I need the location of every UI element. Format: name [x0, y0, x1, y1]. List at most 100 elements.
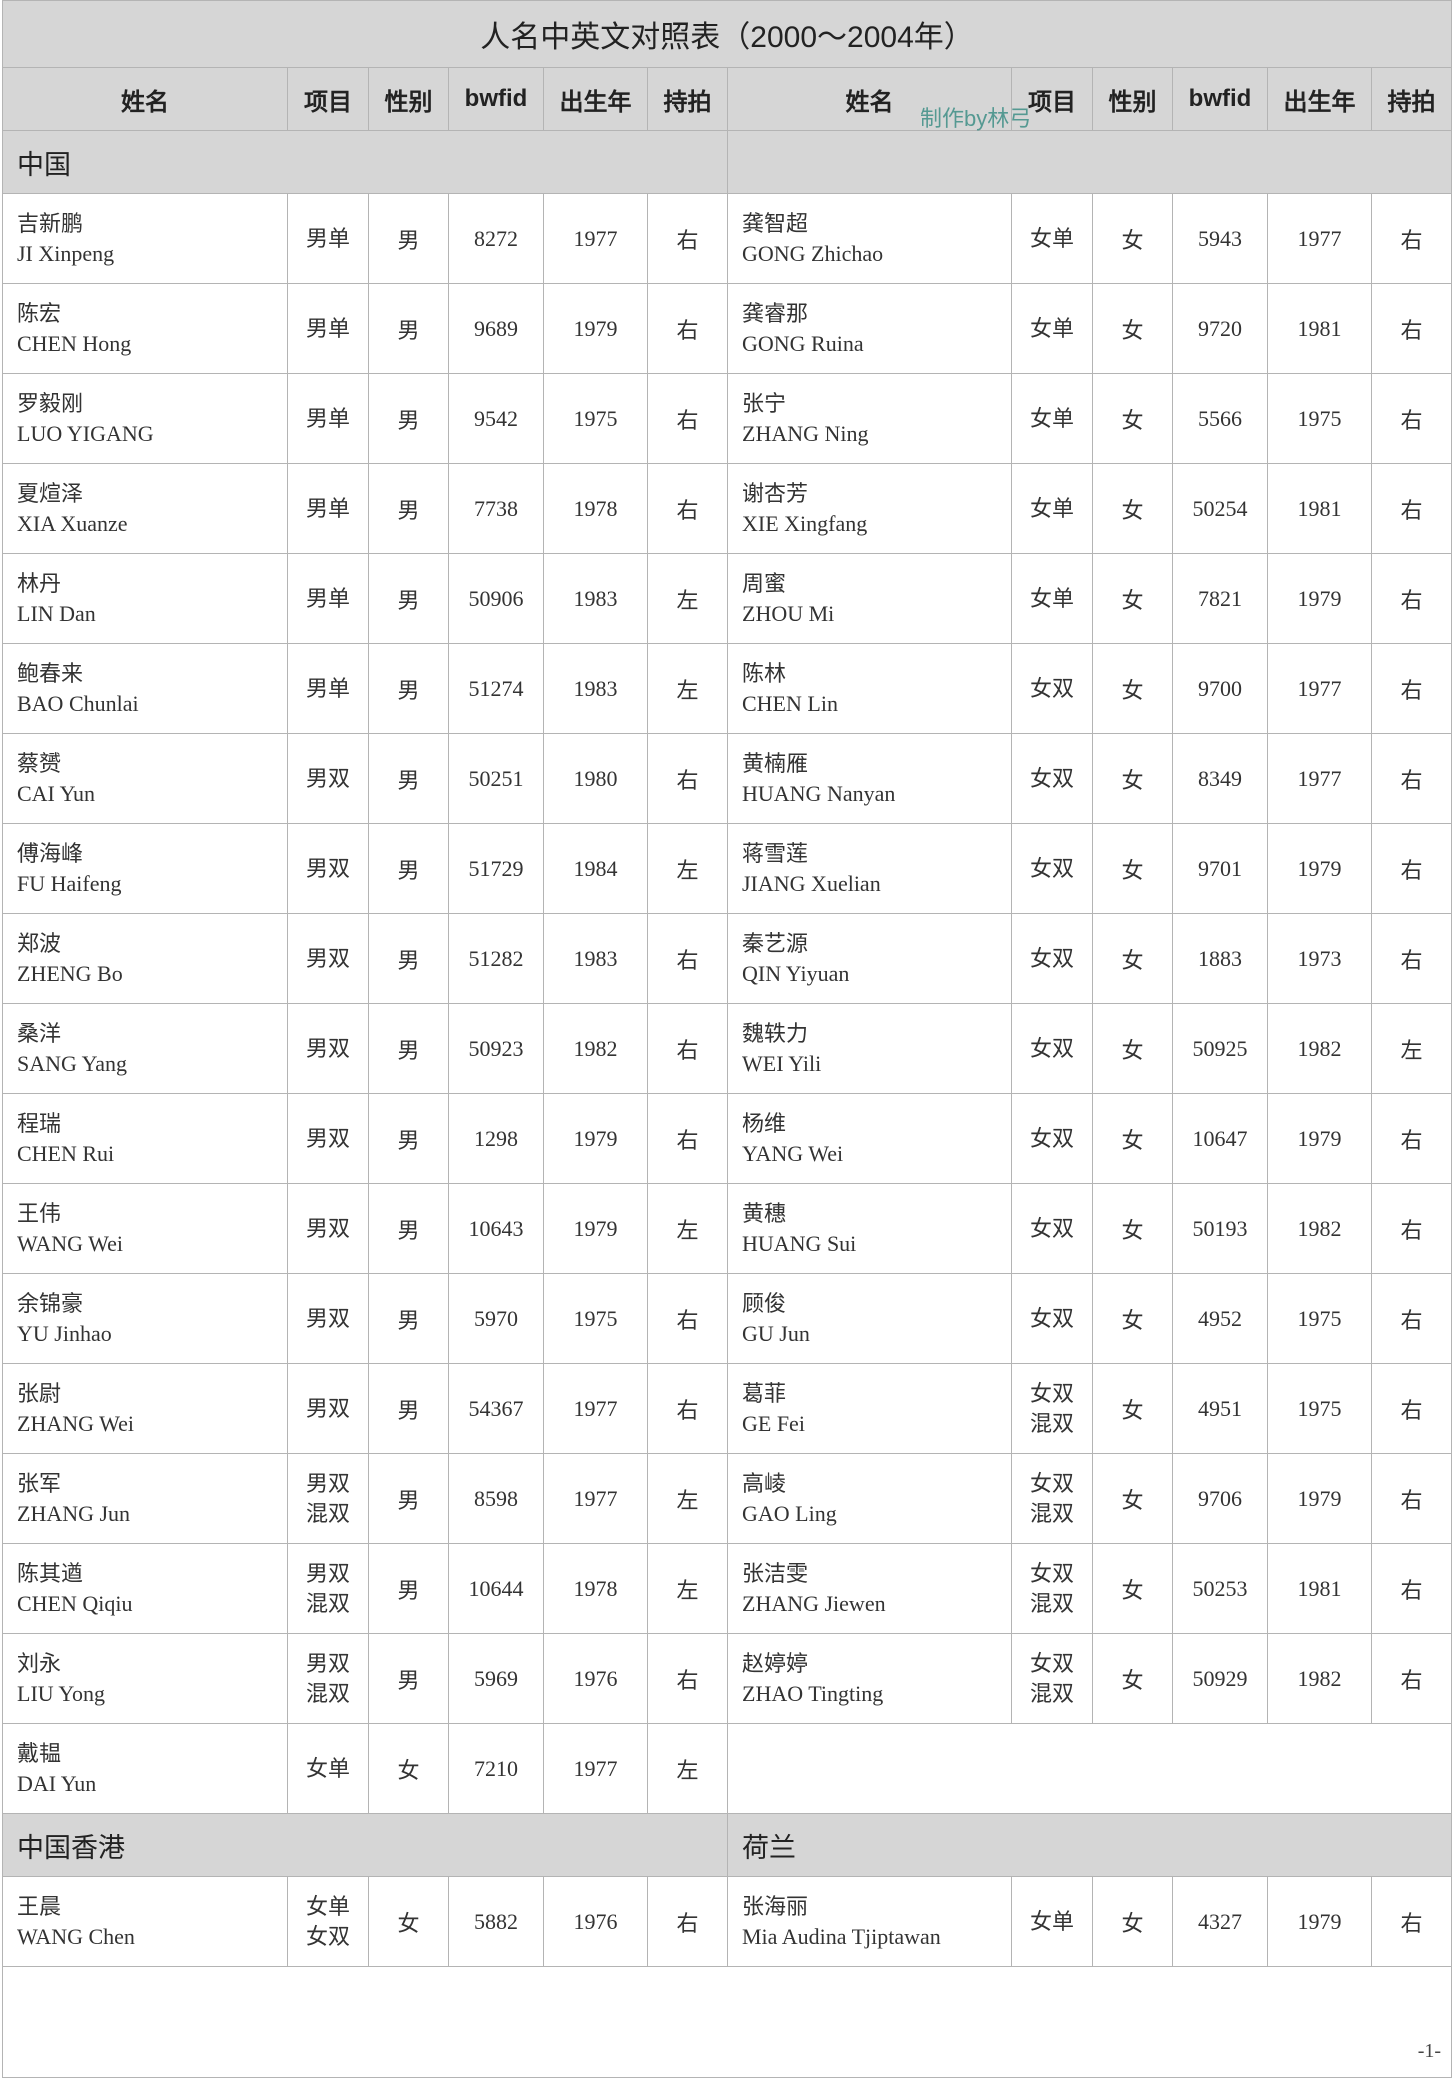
right-event-cell: 女双	[1011, 1273, 1093, 1364]
left-bwfid-cell: 7738	[448, 463, 544, 554]
left-gender-header: 性别	[368, 67, 449, 131]
left-event-cell: 男双	[287, 823, 369, 914]
left-hand-cell: 右	[647, 913, 728, 1004]
right-event-cell: 女单	[1011, 1876, 1093, 1967]
left-birth-year-cell: 1979	[543, 1183, 648, 1274]
left-birth-year-cell: 1977	[543, 193, 648, 284]
left-event-label: 男双	[305, 1560, 350, 1586]
left-event-cell: 男双	[287, 1003, 369, 1094]
left-player-name-cell: 鲍春来 BAO Chunlai	[2, 643, 288, 734]
right-hand-cell: 右	[1370, 913, 1453, 1004]
right-player-name-en: ZHANG Ning	[742, 420, 869, 446]
left-gender-cell: 女	[368, 1876, 449, 1967]
right-gender-cell: 女	[1092, 733, 1173, 824]
left-player-name-en: SANG Yang	[17, 1050, 128, 1076]
left-birth-year-cell: 1977	[543, 1453, 648, 1544]
left-event-cell: 男单	[287, 463, 369, 554]
right-event-label: 女双	[1029, 945, 1074, 971]
right-hand-cell: 右	[1370, 1453, 1453, 1544]
section-row: 中国	[2, 130, 1453, 194]
section-label-left: 中国香港	[2, 1813, 728, 1877]
left-hand-header: 持拍	[647, 67, 728, 131]
right-hand-cell: 右	[1370, 463, 1453, 554]
left-player-name-en: BAO Chunlai	[17, 690, 139, 716]
right-hand-cell: 右	[1370, 1183, 1453, 1274]
left-event-label: 男单	[305, 315, 350, 341]
right-player-name-zh: 蒋雪莲	[742, 840, 809, 866]
right-gender-cell: 女	[1092, 1876, 1173, 1967]
right-player-name-en: GE Fei	[742, 1410, 805, 1436]
left-player-name-cell: 余锦豪 YU Jinhao	[2, 1273, 288, 1364]
table-row: 王晨 WANG Chen 女单 女双女 5882 1976 右张海丽 Mia Audina T…	[2, 1876, 1453, 1967]
left-player-name-cell: 桑洋 SANG Yang	[2, 1003, 288, 1094]
left-bwfid-cell: 9689	[448, 283, 544, 374]
left-hand-cell: 左	[647, 823, 728, 914]
right-player-name-en: GONG Zhichao	[742, 240, 884, 266]
right-gender-header: 性别	[1092, 67, 1173, 131]
right-gender-cell: 女	[1092, 1183, 1173, 1274]
right-birth-year-cell: 1981	[1267, 283, 1372, 374]
left-player-name-zh: 蔡赟	[17, 750, 62, 776]
left-player-name-zh: 戴韫	[17, 1740, 62, 1766]
right-birth-year-header: 出生年	[1267, 67, 1372, 131]
left-gender-cell: 男	[368, 1183, 449, 1274]
left-event-cell: 女单	[287, 1723, 369, 1814]
right-hand-cell: 右	[1370, 1093, 1453, 1184]
right-bwfid-cell: 4952	[1172, 1273, 1268, 1364]
left-birth-year-cell: 1983	[543, 553, 648, 644]
right-event-label: 女双	[1029, 1380, 1074, 1406]
right-player-name-cell: 蒋雪莲 JIANG Xuelian	[727, 823, 1012, 914]
table-row: 夏煊泽 XIA Xuanze 男单男 7738 1978 右谢杏芳 XIE Xingfang…	[2, 463, 1453, 554]
right-bwfid-cell: 50254	[1172, 463, 1268, 554]
left-player-name-en: ZHANG Wei	[17, 1410, 134, 1436]
right-bwfid-cell: 9700	[1172, 643, 1268, 734]
right-bwfid-cell: 4951	[1172, 1363, 1268, 1454]
right-gender-cell: 女	[1092, 1003, 1173, 1094]
left-hand-cell: 右	[647, 283, 728, 374]
left-bwfid-header: bwfid	[448, 67, 544, 131]
left-player-name-cell: 陈宏 CHEN Hong	[2, 283, 288, 374]
left-gender-cell: 男	[368, 463, 449, 554]
right-gender-cell: 女	[1092, 1543, 1173, 1634]
right-player-name-en: WEI Yili	[742, 1050, 822, 1076]
right-player-name-cell: 黄楠雁 HUANG Nanyan	[727, 733, 1012, 824]
left-event-label: 混双	[305, 1680, 350, 1706]
left-bwfid-cell: 50251	[448, 733, 544, 824]
right-player-name-en: ZHANG Jiewen	[742, 1590, 886, 1616]
right-player-name-cell: 魏轶力 WEI Yili	[727, 1003, 1012, 1094]
right-player-name-cell: 龚睿那 GONG Ruina	[727, 283, 1012, 374]
left-bwfid-cell: 50906	[448, 553, 544, 644]
left-event-cell: 男双	[287, 1093, 369, 1184]
left-bwfid-cell: 1298	[448, 1093, 544, 1184]
left-hand-cell: 右	[647, 1003, 728, 1094]
right-event-label: 女单	[1029, 585, 1074, 611]
left-birth-year-cell: 1978	[543, 463, 648, 554]
right-player-name-cell: 黄穗 HUANG Sui	[727, 1183, 1012, 1274]
right-event-cell: 女双 混双	[1011, 1363, 1093, 1454]
right-event-label: 混双	[1029, 1590, 1074, 1616]
left-gender-cell: 男	[368, 1363, 449, 1454]
right-event-label: 女单	[1029, 495, 1074, 521]
left-birth-year-cell: 1977	[543, 1363, 648, 1454]
right-hand-cell: 右	[1370, 553, 1453, 644]
left-event-cell: 男双	[287, 1363, 369, 1454]
right-gender-cell: 女	[1092, 1633, 1173, 1724]
left-player-name-en: JI Xinpeng	[17, 240, 115, 266]
right-player-name-cell: 张宁 ZHANG Ning	[727, 373, 1012, 464]
section-label-left: 中国	[2, 130, 728, 194]
right-birth-year-cell: 1982	[1267, 1633, 1372, 1724]
header-row: 姓名 项目 性别 bwfid 出生年 持拍 姓名 项目 性别 bwfid 出生年 持拍	[2, 67, 1453, 131]
table-row: 程瑞 CHEN Rui 男双男 1298 1979 右杨维 YANG Wei 女双女 10647…	[2, 1093, 1453, 1184]
right-player-name-zh: 高崚	[742, 1470, 787, 1496]
right-event-label: 女单	[1029, 1908, 1074, 1934]
right-player-name-cell: 葛菲 GE Fei	[727, 1363, 1012, 1454]
right-event-cell: 女单	[1011, 373, 1093, 464]
right-event-label: 女双	[1029, 1560, 1074, 1586]
left-player-name-zh: 桑洋	[17, 1020, 62, 1046]
right-player-name-zh: 赵婷婷	[742, 1650, 809, 1676]
right-birth-year-cell: 1975	[1267, 373, 1372, 464]
left-player-name-en: LIU Yong	[17, 1680, 106, 1706]
left-birth-year-cell: 1975	[543, 1273, 648, 1364]
